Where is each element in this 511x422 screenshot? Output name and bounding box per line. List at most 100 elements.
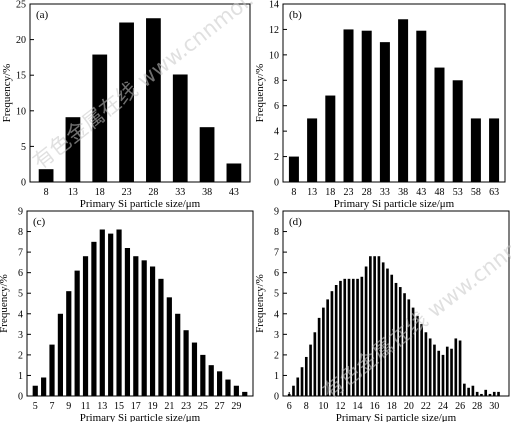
bar (373, 256, 376, 396)
bar (172, 74, 188, 182)
bar (452, 80, 463, 182)
y-axis-label: Frequency/% (254, 274, 266, 333)
bar (394, 282, 398, 396)
bar (226, 163, 242, 182)
bar (379, 42, 390, 183)
x-tick-label: 25 (198, 401, 208, 412)
y-tick-label: 7 (18, 248, 23, 259)
bar (497, 391, 500, 396)
x-tick-label: 26 (455, 401, 465, 412)
bar (467, 387, 470, 396)
bar (309, 344, 312, 396)
bar (146, 18, 161, 182)
x-tick-label: 18 (95, 187, 105, 198)
bar (233, 385, 239, 396)
bar (347, 278, 351, 396)
bar (424, 332, 428, 396)
bar (191, 342, 198, 396)
x-tick-label: 63 (489, 187, 499, 198)
y-tick-label: 2 (18, 350, 23, 361)
x-tick-label: 6 (287, 401, 292, 412)
bar (296, 377, 300, 396)
bar (91, 241, 97, 396)
bar (200, 354, 206, 396)
bar (471, 385, 475, 396)
bar (407, 299, 411, 396)
y-tick-label: 0 (274, 392, 279, 403)
bar (343, 278, 347, 396)
bar (416, 315, 419, 396)
bar (108, 233, 114, 396)
y-tick-label: 0 (21, 178, 26, 189)
x-tick-label: 38 (398, 187, 408, 198)
x-tick-label: 23 (122, 187, 132, 198)
x-tick-label: 9 (66, 401, 71, 412)
y-tick-label: 10 (269, 50, 279, 61)
y-tick-label: 3 (274, 330, 279, 341)
plot-frame (26, 210, 254, 397)
bar (124, 248, 131, 396)
bar (322, 307, 325, 396)
x-axis-label: Primary Si particle size/μm (80, 198, 201, 210)
bar (166, 297, 172, 396)
x-tick-label: 19 (148, 401, 158, 412)
bar (369, 256, 372, 396)
x-tick-label: 33 (175, 187, 185, 198)
bar (489, 118, 500, 182)
bar (141, 260, 147, 396)
x-axis-label: Primary Si particle size/μm (334, 198, 455, 210)
y-axis-label: Frequency/% (254, 64, 266, 123)
x-axis-label: Primary Si particle size/μm (336, 412, 457, 422)
watermark-text: 有色金属在线 www.cnnmol.com (318, 189, 511, 404)
bar (361, 30, 372, 183)
y-tick-label: 7 (274, 248, 279, 259)
y-tick-label: 1 (18, 371, 23, 382)
x-tick-label: 8 (291, 187, 296, 198)
bar (356, 278, 359, 396)
x-tick-label: 43 (416, 187, 426, 198)
bar (433, 344, 436, 396)
bar (416, 30, 427, 183)
bar (99, 229, 105, 396)
y-tick-label: 25 (16, 0, 26, 11)
x-tick-label: 28 (472, 401, 482, 412)
bar (49, 344, 55, 396)
x-tick-label: 20 (404, 401, 414, 412)
bar (458, 340, 462, 396)
y-tick-label: 14 (269, 0, 279, 11)
y-axis-label: Frequency/% (0, 274, 10, 333)
x-tick-label: 18 (325, 187, 335, 198)
bar (484, 389, 488, 396)
x-tick-label: 27 (215, 401, 225, 412)
bar (488, 393, 492, 396)
x-tick-label: 22 (421, 401, 431, 412)
bar (65, 117, 81, 182)
bar (403, 293, 406, 396)
y-tick-label: 8 (274, 227, 279, 238)
bar (38, 169, 54, 182)
y-tick-label: 2 (274, 350, 279, 361)
x-tick-label: 13 (307, 187, 317, 198)
x-tick-label: 29 (231, 401, 241, 412)
x-tick-label: 33 (380, 187, 390, 198)
x-tick-label: 8 (44, 187, 49, 198)
x-tick-label: 17 (131, 401, 141, 412)
bar (377, 256, 381, 396)
bar (398, 287, 402, 396)
bar (288, 156, 299, 182)
plot-frame (29, 3, 251, 183)
bar (199, 127, 215, 182)
bar (351, 278, 355, 396)
chart-panel-2: 0 2 4 6 8 10 12 14 8 13 18 23 28 33 38 43 48 53 58 63 (b) Pri… (254, 0, 506, 210)
x-tick-label: 21 (164, 401, 174, 412)
chart-panel-1: 0 5 10 15 20 25 8 13 18 23 28 33 38 43 (a) Primary Si p… (1, 0, 251, 210)
bar (304, 356, 308, 396)
bar (41, 377, 47, 396)
y-tick-label: 9 (18, 207, 23, 218)
panel-label: (d) (289, 216, 302, 228)
x-tick-label: 28 (362, 187, 372, 198)
bar (217, 371, 223, 396)
y-tick-label: 3 (18, 330, 23, 341)
x-tick-label: 58 (471, 187, 481, 198)
